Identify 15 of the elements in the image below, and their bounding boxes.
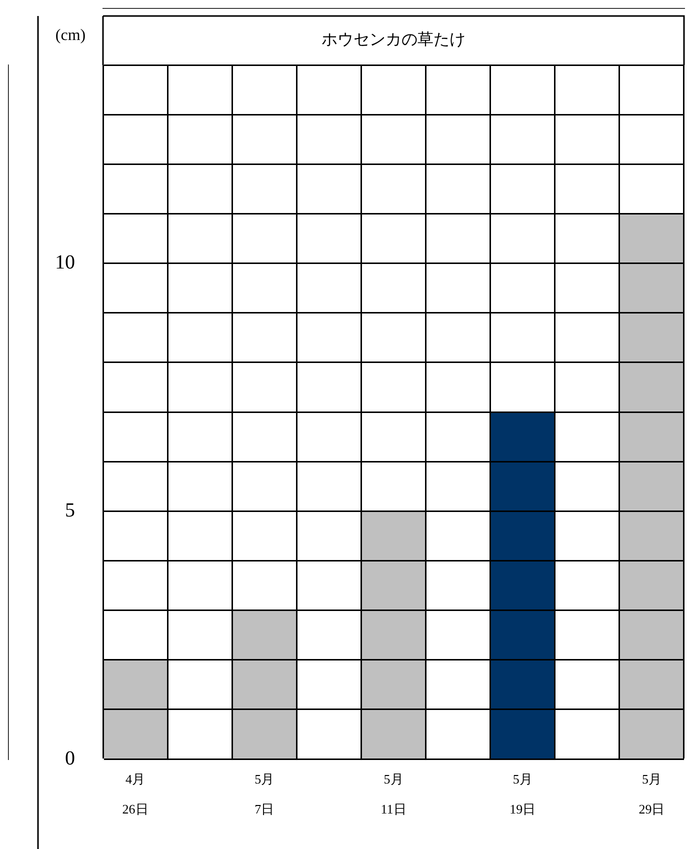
chart-title: ホウセンカの草たけ (322, 30, 466, 49)
x-tick-label: 5月 11日 (380, 771, 406, 816)
y-tick-label: 10 (55, 252, 75, 274)
y-tick-label: 0 (65, 747, 75, 770)
bar (232, 610, 297, 759)
x-tick-label: 4月 26日 (122, 771, 148, 816)
bar (103, 660, 168, 759)
y-tick-label: 5 (65, 499, 75, 522)
bar (490, 412, 556, 759)
bar (360, 510, 426, 759)
y-axis-title: (cm) (55, 27, 86, 44)
bar (619, 213, 684, 759)
x-tick-label: 5月 29日 (638, 771, 665, 816)
x-tick-label: 5月 7日 (254, 771, 274, 816)
x-tick-label: 5月 19日 (510, 771, 536, 816)
